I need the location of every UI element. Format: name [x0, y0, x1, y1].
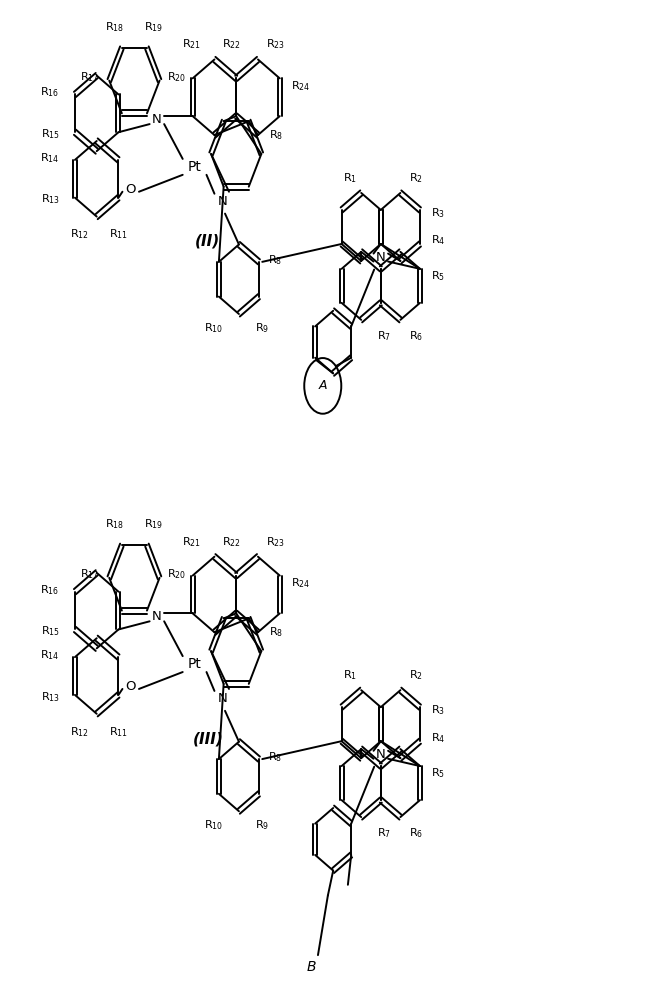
Text: O: O — [125, 183, 135, 196]
Text: R$_{12}$: R$_{12}$ — [70, 725, 89, 739]
Text: (III): (III) — [192, 731, 223, 746]
Text: R$_{9}$: R$_{9}$ — [255, 321, 269, 335]
Text: R$_{4}$: R$_{4}$ — [431, 731, 446, 745]
Text: R$_{12}$: R$_{12}$ — [70, 228, 89, 241]
Text: N: N — [217, 195, 227, 208]
Text: R$_{8}$: R$_{8}$ — [268, 253, 282, 267]
Text: R$_{11}$: R$_{11}$ — [109, 725, 128, 739]
Text: R$_{10}$: R$_{10}$ — [204, 321, 223, 335]
Text: R$_{19}$: R$_{19}$ — [145, 517, 163, 531]
Text: R$_{1}$: R$_{1}$ — [343, 171, 357, 185]
Text: R$_{3}$: R$_{3}$ — [431, 206, 445, 220]
Text: R$_{24}$: R$_{24}$ — [291, 576, 310, 590]
Text: R$_{16}$: R$_{16}$ — [41, 86, 59, 99]
Text: R$_{9}$: R$_{9}$ — [255, 818, 269, 832]
Text: R$_{6}$: R$_{6}$ — [410, 329, 424, 343]
Text: R$_{4}$: R$_{4}$ — [431, 234, 446, 247]
Text: R$_{10}$: R$_{10}$ — [204, 818, 223, 832]
Text: B: B — [307, 960, 316, 974]
Text: A: A — [319, 379, 327, 392]
Text: N: N — [376, 251, 386, 264]
Text: R$_{6}$: R$_{6}$ — [410, 826, 424, 840]
Text: R$_{1}$: R$_{1}$ — [343, 668, 357, 682]
Text: R$_{3}$: R$_{3}$ — [431, 704, 445, 717]
Text: (II): (II) — [195, 234, 221, 249]
Text: R$_{2}$: R$_{2}$ — [410, 171, 424, 185]
Text: R$_{2}$: R$_{2}$ — [410, 668, 424, 682]
Text: Pt: Pt — [187, 657, 201, 671]
Text: R$_{22}$: R$_{22}$ — [222, 38, 241, 51]
Text: R$_{18}$: R$_{18}$ — [105, 20, 124, 34]
Text: R$_{15}$: R$_{15}$ — [41, 127, 59, 141]
Text: R$_{13}$: R$_{13}$ — [41, 193, 59, 206]
Text: R$_{17}$: R$_{17}$ — [80, 567, 99, 581]
Text: R$_{8}$: R$_{8}$ — [269, 625, 283, 639]
Text: R$_{17}$: R$_{17}$ — [80, 70, 99, 84]
Text: R$_{5}$: R$_{5}$ — [431, 269, 445, 283]
Text: Pt: Pt — [187, 160, 201, 174]
Text: R$_{13}$: R$_{13}$ — [41, 690, 59, 704]
Text: R$_{23}$: R$_{23}$ — [265, 38, 285, 51]
Text: R$_{21}$: R$_{21}$ — [181, 38, 201, 51]
Text: R$_{22}$: R$_{22}$ — [222, 535, 241, 549]
Text: R$_{19}$: R$_{19}$ — [145, 20, 163, 34]
Text: R$_{8}$: R$_{8}$ — [268, 751, 282, 764]
Circle shape — [304, 358, 342, 414]
Text: R$_{16}$: R$_{16}$ — [41, 583, 59, 597]
Text: R$_{15}$: R$_{15}$ — [41, 624, 59, 638]
Text: N: N — [217, 692, 227, 705]
Text: N: N — [376, 748, 386, 761]
Text: R$_{14}$: R$_{14}$ — [40, 648, 59, 662]
Text: R$_{24}$: R$_{24}$ — [291, 79, 310, 93]
Text: N: N — [151, 610, 161, 623]
Text: N: N — [151, 113, 161, 126]
Text: R$_{11}$: R$_{11}$ — [109, 228, 128, 241]
Text: R$_{23}$: R$_{23}$ — [265, 535, 285, 549]
Text: R$_{14}$: R$_{14}$ — [40, 151, 59, 165]
Text: R$_{8}$: R$_{8}$ — [269, 128, 283, 142]
Text: R$_{20}$: R$_{20}$ — [167, 567, 187, 581]
Text: R$_{7}$: R$_{7}$ — [378, 329, 392, 343]
Text: O: O — [125, 680, 135, 693]
Text: R$_{20}$: R$_{20}$ — [167, 70, 187, 84]
Text: R$_{18}$: R$_{18}$ — [105, 517, 124, 531]
Text: R$_{5}$: R$_{5}$ — [431, 766, 445, 780]
Text: R$_{7}$: R$_{7}$ — [378, 826, 392, 840]
Text: R$_{21}$: R$_{21}$ — [181, 535, 201, 549]
